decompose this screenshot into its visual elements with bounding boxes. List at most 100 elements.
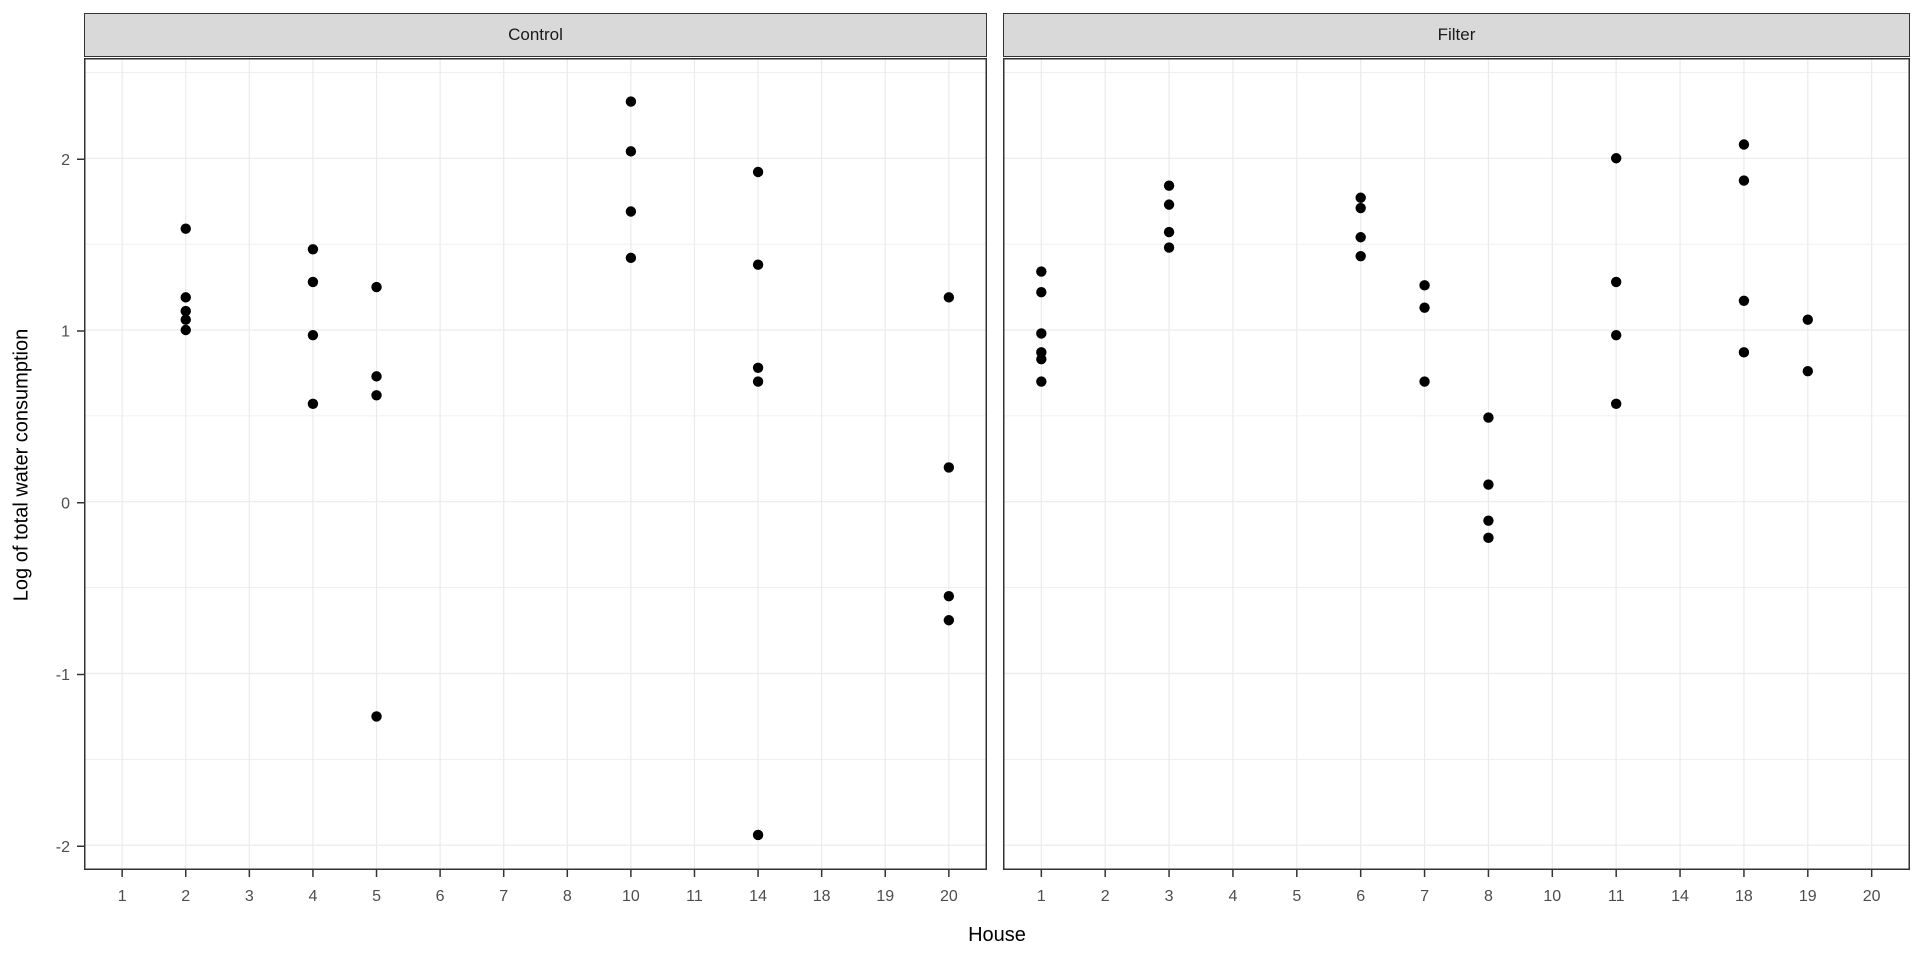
panel-border [84, 58, 987, 870]
data-point [1802, 314, 1814, 325]
y-axis: 2 1 0 -1 -2 [56, 152, 84, 856]
y-tick-label: 0 [61, 495, 70, 512]
x-tick-label: 3 [1165, 888, 1174, 905]
data-point [752, 829, 764, 841]
data-point [1419, 376, 1430, 387]
x-tick-label: 7 [499, 888, 508, 905]
data-point [307, 244, 319, 255]
panel-control: 1 2 3 4 5 6 7 8 10 11 14 18 19 20 [84, 58, 987, 905]
x-tick-label: 4 [308, 888, 317, 905]
facet-strip-label-filter: Filter [1437, 25, 1476, 44]
data-point [180, 223, 191, 234]
x-tick-label: 5 [1292, 888, 1301, 905]
data-point [943, 591, 955, 602]
data-point [1163, 226, 1175, 238]
data-point [1163, 242, 1175, 253]
data-point [752, 166, 764, 178]
data-point [943, 615, 955, 626]
data-point [752, 376, 764, 387]
data-point [371, 371, 382, 382]
panel-border [1003, 58, 1910, 870]
data-point [752, 259, 764, 270]
x-tick-label: 2 [1101, 888, 1110, 905]
x-tick-label: 20 [1863, 888, 1881, 905]
data-point [180, 292, 191, 303]
facet-strip-label-control: Control [508, 25, 563, 44]
data-point [943, 462, 955, 473]
data-point [180, 314, 191, 325]
data-point [1738, 175, 1750, 186]
x-axis-title: House [968, 924, 1026, 946]
data-point [1738, 139, 1750, 150]
x-tick-label: 18 [813, 888, 831, 905]
x-tick-label: 18 [1735, 888, 1753, 905]
data-point [1036, 376, 1047, 387]
x-tick-label: 8 [563, 888, 572, 905]
facet-filter: Filter 1 2 3 4 5 6 7 8 10 11 14 18 19 20 [1003, 13, 1910, 905]
panel-plot-area-control: 1 2 3 4 5 6 7 8 10 11 14 18 19 20 [84, 58, 987, 905]
y-tick-label: -2 [56, 839, 70, 856]
panel-plot-area-filter: 1 2 3 4 5 6 7 8 10 11 14 18 19 20 [1003, 58, 1910, 905]
x-tick-label: 19 [876, 888, 894, 905]
x-tick-label: 11 [686, 888, 703, 905]
data-point [180, 305, 191, 317]
data-point [307, 276, 319, 288]
x-tick-label: 6 [436, 888, 445, 905]
data-point [625, 252, 637, 264]
data-point [1355, 192, 1366, 203]
x-tick-label: 10 [1543, 888, 1561, 905]
x-tick-label: 14 [1671, 888, 1689, 905]
data-point [1483, 532, 1494, 544]
data-point [1483, 479, 1494, 490]
x-tick-label: 1 [118, 888, 127, 905]
data-point [371, 281, 382, 293]
data-point [371, 390, 382, 401]
data-point [752, 362, 764, 373]
y-tick-label: 1 [61, 324, 70, 341]
data-point [1036, 328, 1047, 339]
data-point [1163, 180, 1175, 191]
x-tick-label: 11 [1608, 888, 1625, 905]
data-point [943, 292, 955, 303]
data-point [1483, 515, 1494, 526]
data-point [625, 206, 637, 217]
data-point [1419, 302, 1430, 313]
facet-strip-control: Control [84, 13, 987, 57]
x-tick-label: 6 [1356, 888, 1365, 905]
x-tick-label: 4 [1228, 888, 1237, 905]
data-point [1036, 287, 1047, 298]
data-point [625, 146, 637, 157]
data-point [307, 329, 319, 341]
panel-background [1003, 58, 1910, 870]
data-point [1738, 295, 1750, 307]
data-point [1419, 280, 1430, 291]
x-tick-label: 7 [1420, 888, 1429, 905]
x-tick-label: 19 [1799, 888, 1817, 905]
data-point [1738, 347, 1750, 358]
x-tick-label: 10 [622, 888, 640, 905]
x-tick-label: 8 [1484, 888, 1493, 905]
panel-filter: 1 2 3 4 5 6 7 8 10 11 14 18 19 20 [1003, 58, 1910, 905]
data-point [1355, 250, 1366, 262]
data-point [625, 96, 637, 107]
data-point [1036, 353, 1047, 365]
data-point [1610, 398, 1622, 410]
data-point [1355, 232, 1366, 243]
data-point [1163, 199, 1175, 210]
data-point [1802, 366, 1814, 377]
data-point [1036, 266, 1047, 277]
facet-control: Control 1 2 3 4 5 6 7 8 10 11 14 18 19 20 [84, 13, 987, 905]
data-point [1483, 412, 1494, 423]
x-tick-label: 5 [372, 888, 381, 905]
panel-background [84, 58, 987, 870]
x-tick-label: 1 [1037, 888, 1046, 905]
x-tick-label: 14 [749, 888, 767, 905]
facet-strip-filter: Filter [1003, 13, 1910, 57]
data-point [1610, 276, 1622, 288]
data-point [371, 711, 382, 722]
data-point [180, 324, 191, 336]
y-tick-label: 2 [61, 152, 70, 169]
y-tick-label: -1 [56, 667, 70, 684]
x-tick-label: 3 [245, 888, 254, 905]
